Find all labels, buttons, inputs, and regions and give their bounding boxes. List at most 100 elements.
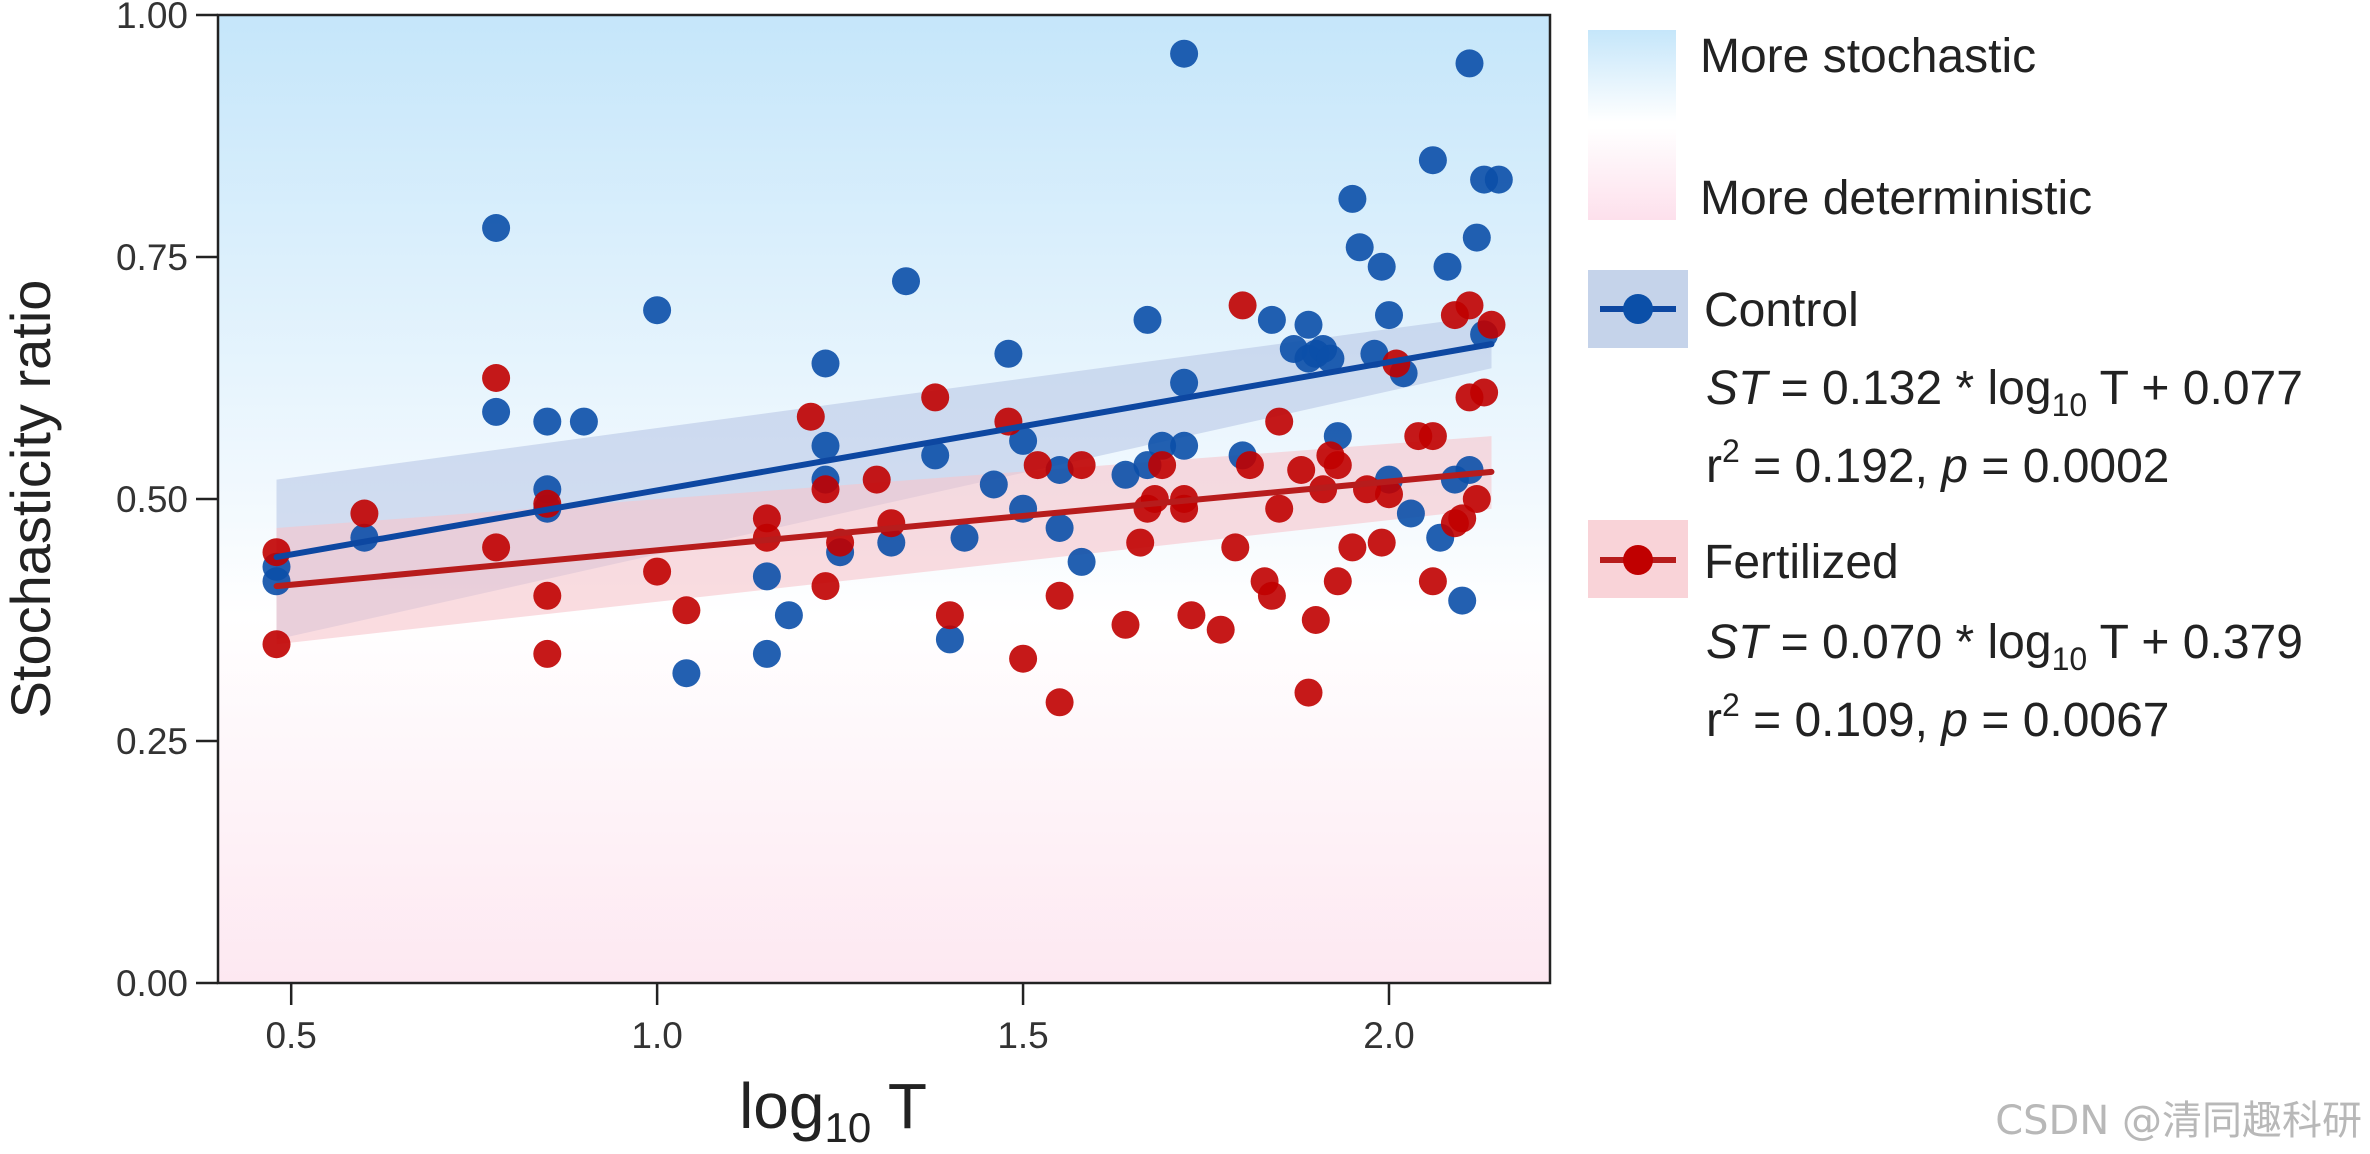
fertilized-point	[1228, 291, 1257, 320]
control-point	[1396, 499, 1425, 528]
control-point	[1418, 146, 1447, 175]
fertilized-point	[877, 509, 906, 538]
watermark: CSDN @清同趣科研	[1995, 1098, 2362, 1144]
fertilized-stats-mid: = 0.109,	[1740, 694, 1942, 747]
fertilized-point	[1448, 504, 1477, 533]
y-tick-label: 0.50	[116, 479, 188, 520]
fertilized-point	[1375, 480, 1403, 509]
control-point	[950, 523, 979, 552]
control-point	[533, 407, 562, 436]
control-point	[921, 441, 950, 470]
control-stats: r2 = 0.192, p = 0.0002	[1706, 433, 2170, 493]
x-axis-title-sub: 10	[824, 1104, 871, 1151]
plot-area	[262, 39, 1513, 717]
fertilized-equation-sub: 10	[2052, 641, 2088, 677]
y-tick-label: 0.00	[116, 963, 188, 1004]
fertilized-point	[262, 630, 291, 659]
control-point	[1170, 431, 1199, 460]
deterministic-label: More deterministic	[1700, 172, 2092, 225]
control-point	[1257, 305, 1286, 334]
control-point	[1455, 456, 1484, 484]
control-point	[1133, 305, 1162, 334]
control-point	[1111, 460, 1140, 489]
fertilized-point	[1206, 615, 1235, 644]
control-point	[1455, 49, 1484, 78]
y-axis-title: Stochasticity ratio	[0, 280, 62, 719]
control-point	[1316, 344, 1345, 373]
fertilized-point	[1338, 533, 1367, 562]
fertilized-point	[1301, 606, 1330, 634]
control-point	[1484, 165, 1513, 194]
control-point	[482, 214, 511, 242]
control-stats-mid: = 0.192,	[1740, 440, 1942, 493]
fertilized-point	[811, 475, 840, 504]
control-equation-sub: 10	[2052, 387, 2088, 423]
fertilized-point	[533, 581, 562, 610]
fertilized-point	[533, 639, 562, 668]
control-point	[262, 567, 291, 596]
control-point	[569, 407, 598, 436]
fertilized-stats-p: p	[1939, 694, 1968, 747]
background-legend: More stochastic More deterministic	[1588, 30, 2092, 225]
control-point	[1148, 431, 1177, 460]
control-point	[672, 659, 701, 688]
y-tick-label: 0.25	[116, 721, 188, 762]
fertilized-point	[1477, 310, 1506, 339]
control-point	[774, 601, 803, 630]
fertilized-point	[1126, 528, 1155, 557]
control-point	[482, 397, 511, 426]
fertilized-equation-st: ST	[1706, 616, 1771, 669]
stochastic-label: More stochastic	[1700, 30, 2036, 83]
fertilized-point	[1323, 567, 1352, 596]
control-point	[1338, 184, 1367, 213]
fertilized-point	[1470, 378, 1499, 407]
fertilized-equation-mid: = 0.070 * log	[1767, 616, 2051, 669]
fertilized-stats: r2 = 0.109, p = 0.0067	[1706, 687, 2170, 747]
control-point	[811, 349, 840, 378]
fertilized-point	[1009, 644, 1038, 673]
fertilized-point	[1177, 601, 1206, 630]
control-point	[1433, 252, 1462, 281]
fertilized-point	[1294, 678, 1323, 707]
control-point	[643, 296, 672, 325]
control-point	[1045, 456, 1074, 484]
legend-control-marker	[1623, 294, 1653, 324]
fertilized-equation-tail: T + 0.379	[2087, 616, 2303, 669]
control-stats-tail: = 0.0002	[1968, 440, 2170, 493]
fertilized-point	[921, 383, 950, 412]
control-equation-mid: = 0.132 * log	[1767, 362, 2051, 415]
control-equation: ST = 0.132 * log10 T + 0.077	[1706, 362, 2303, 423]
fertilized-point	[1265, 494, 1294, 523]
legend-control: Control ST = 0.132 * log10 T + 0.077 r2 …	[1588, 270, 2303, 493]
y-tick-label: 0.75	[116, 237, 188, 278]
control-point	[1009, 426, 1038, 455]
fertilized-point	[1140, 485, 1169, 513]
legend-fertilized-label: Fertilized	[1704, 536, 1899, 589]
x-axis-title-tail: T	[871, 1070, 927, 1142]
fertilized-point	[1111, 610, 1140, 639]
axes: 0.00 0.25 0.50 0.75 1.00 0.5 1.0 1.5 2.0	[116, 0, 1415, 1056]
control-stats-p: p	[1939, 440, 1968, 493]
control-point	[1170, 368, 1199, 397]
fertilized-point	[796, 402, 825, 431]
fertilized-point	[811, 572, 840, 601]
fertilized-point	[672, 596, 701, 625]
fertilized-point	[1265, 407, 1294, 436]
y-tick-label: 1.00	[116, 0, 188, 36]
fertilized-point	[1045, 688, 1074, 717]
fertilized-point	[862, 465, 891, 494]
control-stats-r: r	[1706, 440, 1722, 493]
control-stats-sup: 2	[1722, 433, 1740, 469]
control-point	[811, 431, 840, 460]
fertilized-regression-line	[273, 468, 1495, 590]
x-tick-label: 2.0	[1363, 1015, 1414, 1056]
fertilized-point	[1418, 567, 1447, 596]
fertilized-point	[1148, 451, 1177, 480]
control-equation-st: ST	[1706, 362, 1771, 415]
fertilized-point	[1323, 451, 1352, 480]
fertilized-stats-r: r	[1706, 694, 1722, 747]
fertilized-point	[643, 557, 672, 586]
fertilized-point	[1221, 533, 1250, 562]
fertilized-point	[262, 538, 291, 567]
